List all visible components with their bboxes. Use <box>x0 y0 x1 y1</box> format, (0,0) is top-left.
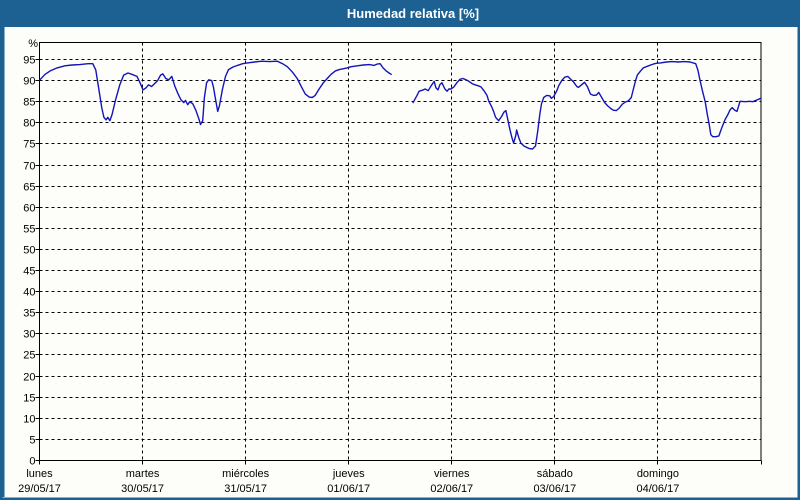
y-tick-label: 70 <box>23 161 35 173</box>
x-date-label: 01/06/17 <box>327 483 370 495</box>
y-tick-label: 30 <box>23 329 35 341</box>
x-date-label: 03/06/17 <box>533 483 576 495</box>
chart-title: Humedad relativa [%] <box>346 6 480 21</box>
x-day-label: martes <box>126 468 160 480</box>
humidity-line-segment <box>412 60 762 150</box>
y-tick-label: 45 <box>23 266 35 278</box>
y-tick-label: 15 <box>23 393 35 405</box>
x-date-label: 29/05/17 <box>18 483 61 495</box>
y-tick-label: 60 <box>23 203 35 215</box>
x-date-label: 30/05/17 <box>121 483 164 495</box>
x-day-label: jueves <box>332 468 365 480</box>
x-day-label: sábado <box>537 468 573 480</box>
y-axis-unit-label: % <box>28 38 38 50</box>
title-bar: Humedad relativa [%] <box>0 0 800 27</box>
y-tick-label: 90 <box>23 76 35 88</box>
x-day-label: lunes <box>26 468 53 480</box>
y-tick-label: 5 <box>29 435 35 447</box>
x-date-label: 31/05/17 <box>224 483 267 495</box>
y-tick-label: 85 <box>23 97 35 109</box>
x-day-label: miércoles <box>222 468 270 480</box>
y-tick-label: 25 <box>23 350 35 362</box>
x-date-label: 04/06/17 <box>637 483 680 495</box>
humidity-line-segment <box>39 60 392 126</box>
y-tick-label: 20 <box>23 372 35 384</box>
y-tick-label: 75 <box>23 139 35 151</box>
x-date-label: 02/06/17 <box>430 483 473 495</box>
y-tick-label: 35 <box>23 308 35 320</box>
x-day-label: domingo <box>637 468 679 480</box>
y-tick-label: 50 <box>23 245 35 257</box>
y-tick-label: 0 <box>29 456 35 468</box>
x-day-label: viernes <box>434 468 470 480</box>
y-tick-label: 40 <box>23 287 35 299</box>
y-tick-label: 80 <box>23 118 35 130</box>
y-tick-label: 95 <box>23 55 35 67</box>
y-tick-label: 10 <box>23 414 35 426</box>
y-tick-label: 55 <box>23 224 35 236</box>
plot-border <box>39 42 762 461</box>
y-tick-label: 65 <box>23 182 35 194</box>
